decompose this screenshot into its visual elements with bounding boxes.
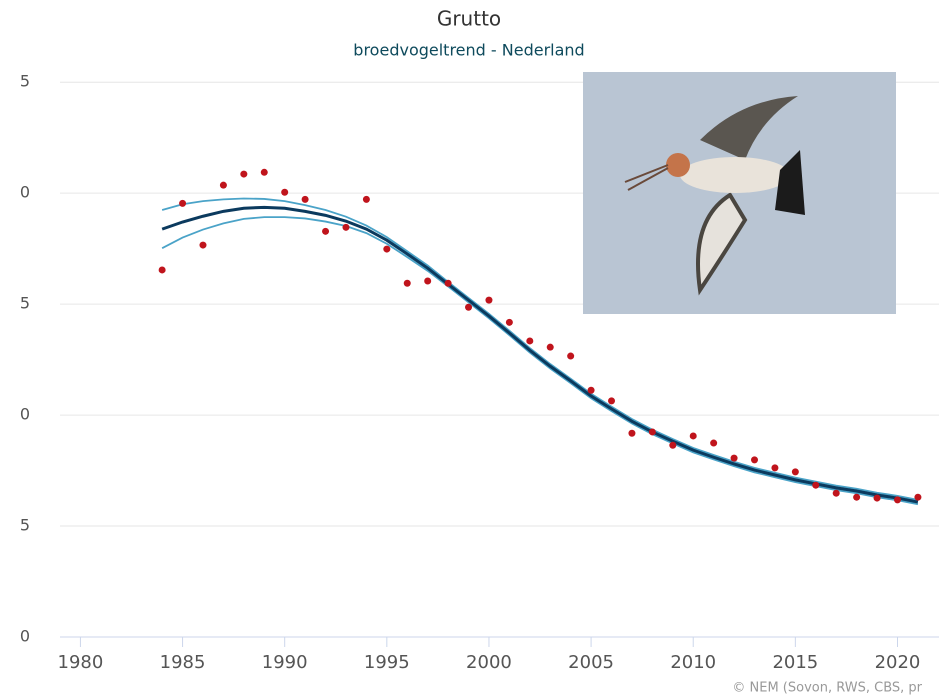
data-point — [792, 468, 799, 475]
data-point — [608, 397, 615, 404]
y-tick-label: 5 — [20, 72, 30, 91]
data-point — [281, 189, 288, 196]
data-point — [302, 196, 309, 203]
data-point — [710, 440, 717, 447]
y-tick-label: 0 — [20, 183, 30, 202]
data-point — [322, 228, 329, 235]
x-tick-label: 1980 — [58, 652, 104, 673]
data-point — [465, 304, 472, 311]
data-point — [649, 428, 656, 435]
data-point — [833, 490, 840, 497]
y-tick-label: 0 — [20, 405, 30, 424]
bird-photo — [583, 72, 896, 314]
data-point — [690, 432, 697, 439]
x-tick-label: 2000 — [466, 652, 512, 673]
data-point — [240, 171, 247, 178]
data-point — [445, 280, 452, 287]
chart: Grutto broedvogeltrend - Nederland 0 5 0 5 0… — [0, 0, 939, 700]
data-point — [874, 495, 881, 502]
data-point — [547, 344, 554, 351]
data-point — [751, 456, 758, 463]
data-point — [812, 482, 819, 489]
data-point — [771, 464, 778, 471]
data-point — [588, 387, 595, 394]
data-point — [220, 182, 227, 189]
data-point — [404, 280, 411, 287]
data-point — [179, 200, 186, 207]
data-point — [669, 442, 676, 449]
data-point — [628, 430, 635, 437]
chart-title: Grutto — [437, 7, 501, 31]
data-point — [363, 196, 370, 203]
data-point — [914, 494, 921, 501]
x-tick-label: 1995 — [364, 652, 410, 673]
x-tick-label: 2020 — [875, 652, 921, 673]
data-point — [506, 319, 513, 326]
data-point — [526, 337, 533, 344]
data-point — [342, 224, 349, 231]
data-point — [731, 455, 738, 462]
y-tick-label: 5 — [20, 516, 30, 535]
data-point — [485, 297, 492, 304]
x-tick-label: 1990 — [262, 652, 308, 673]
chart-subtitle: broedvogeltrend - Nederland — [353, 41, 584, 60]
credits: © NEM (Sovon, RWS, CBS, pr — [732, 681, 922, 696]
x-tick-label: 1985 — [160, 652, 206, 673]
data-point — [567, 353, 574, 360]
data-point — [261, 169, 268, 176]
data-point — [383, 246, 390, 253]
data-point — [894, 496, 901, 503]
data-point — [199, 242, 206, 249]
x-tick-label: 2010 — [670, 652, 716, 673]
x-tick-label: 2015 — [772, 652, 818, 673]
data-point — [159, 266, 166, 273]
y-tick-label: 0 — [20, 627, 30, 646]
y-tick-label: 5 — [20, 294, 30, 313]
x-tick-label: 2005 — [568, 652, 614, 673]
data-point — [424, 278, 431, 285]
data-point — [853, 494, 860, 501]
